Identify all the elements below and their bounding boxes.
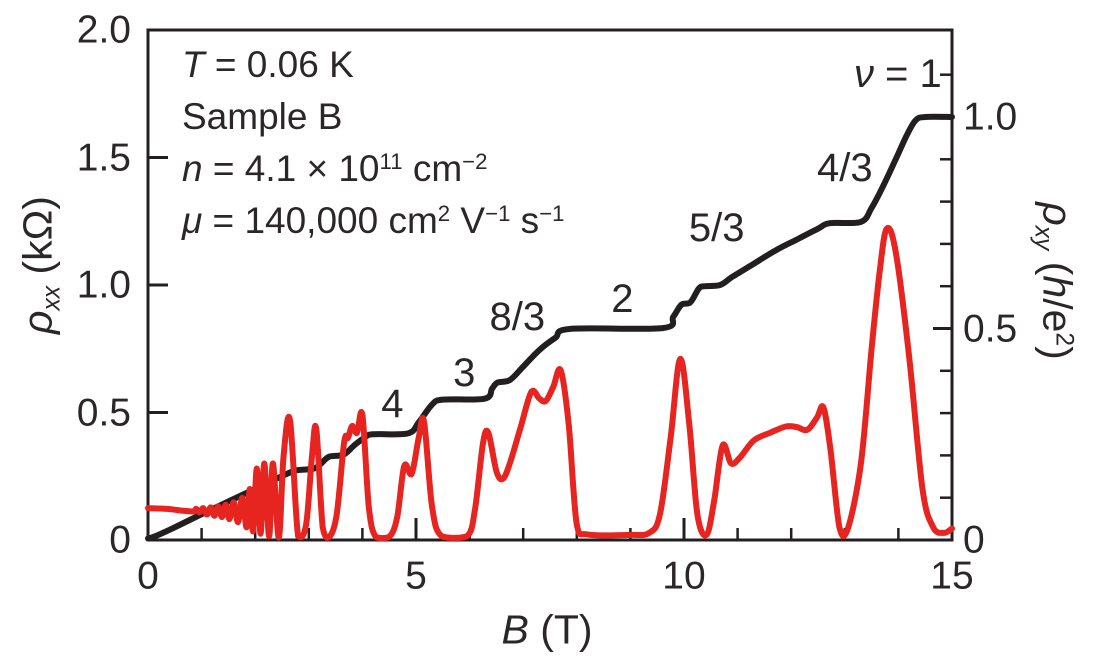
text-segment: μ — [182, 200, 203, 241]
mobility-annotation: μ = 140,000 cm2 V−1 s−1 — [182, 202, 564, 239]
x-tick-label-10: 10 — [662, 554, 706, 598]
filling-factor-5-3-label: 5/3 — [689, 208, 745, 248]
text-segment: −2 — [462, 149, 488, 175]
y-left-axis-title: ρxx (kΩ) — [14, 196, 66, 334]
text-segment: 5/3 — [688, 205, 745, 250]
text-segment: = 140,000 cm — [202, 200, 438, 241]
y-right-axis-title: ρxy (h/e2) — [1029, 202, 1081, 360]
text-segment: B — [501, 606, 529, 653]
filling-factor-3-label: 3 — [453, 353, 475, 393]
density-annotation: n = 4.1 × 1011 cm−2 — [182, 150, 487, 187]
y-left-tick-label-1.5: 1.5 — [76, 136, 131, 179]
y-right-tick-label-1.0: 1.0 — [963, 95, 1018, 139]
y-left-tick-label-2.0: 2.0 — [76, 8, 131, 52]
text-segment: ρ — [1034, 202, 1081, 226]
text-segment: 11 — [379, 149, 403, 175]
text-segment: cm — [402, 148, 463, 189]
text-segment: Sample B — [182, 96, 343, 137]
text-segment: n — [182, 148, 203, 189]
temperature-annotation: T = 0.06 K — [182, 46, 354, 83]
text-segment: = 0.06 K — [204, 44, 354, 85]
text-segment: V — [450, 200, 486, 241]
text-segment: ν — [853, 51, 874, 96]
text-segment: = 4.1 × 10 — [202, 148, 380, 189]
x-tick-label-0: 0 — [137, 554, 159, 598]
text-segment: (T) — [528, 606, 593, 653]
rho_xx-curve — [145, 225, 955, 542]
y-left-tick-label-0: 0 — [109, 518, 131, 562]
filling-factor-4-label: 4 — [381, 384, 403, 424]
text-segment: h — [1034, 275, 1081, 299]
y-left-tick-label-0.5: 0.5 — [76, 391, 131, 434]
text-segment: 2 — [437, 201, 451, 227]
text-segment: = 1 — [873, 51, 942, 96]
text-segment: T — [182, 44, 205, 85]
x-tick-label-15: 15 — [930, 554, 974, 598]
text-segment: ( — [1034, 250, 1081, 276]
y-right-tick-label-0.5: 0.5 — [963, 307, 1018, 350]
text-segment: s — [510, 200, 540, 241]
text-segment: 8/3 — [489, 295, 546, 340]
text-segment: 2 — [1050, 332, 1078, 347]
text-segment: 3 — [453, 350, 476, 395]
filling-factor-1-label: ν = 1 — [854, 54, 942, 94]
text-segment: ρ — [14, 310, 61, 334]
text-segment: xx — [38, 285, 66, 311]
text-segment: (kΩ) — [14, 196, 61, 286]
filling-factor-8-3-label: 8/3 — [489, 297, 545, 337]
filling-factor-4-3-label: 4/3 — [817, 148, 873, 188]
text-segment: 4 — [381, 381, 404, 426]
text-segment: −1 — [539, 201, 565, 227]
x-axis-title: B (T) — [501, 606, 593, 653]
text-segment: −1 — [485, 201, 511, 227]
text-segment: 4/3 — [816, 146, 873, 191]
sample-annotation: Sample B — [182, 98, 342, 135]
text-segment: xy — [1029, 225, 1057, 251]
y-left-tick-label-1.0: 1.0 — [76, 263, 131, 307]
x-tick-label-5: 5 — [405, 554, 427, 598]
y-right-tick-label-0: 0 — [963, 518, 985, 562]
text-segment: /e — [1034, 298, 1081, 333]
filling-factor-2-label: 2 — [611, 279, 633, 319]
text-segment: 2 — [611, 276, 634, 321]
text-segment: ) — [1034, 346, 1081, 360]
